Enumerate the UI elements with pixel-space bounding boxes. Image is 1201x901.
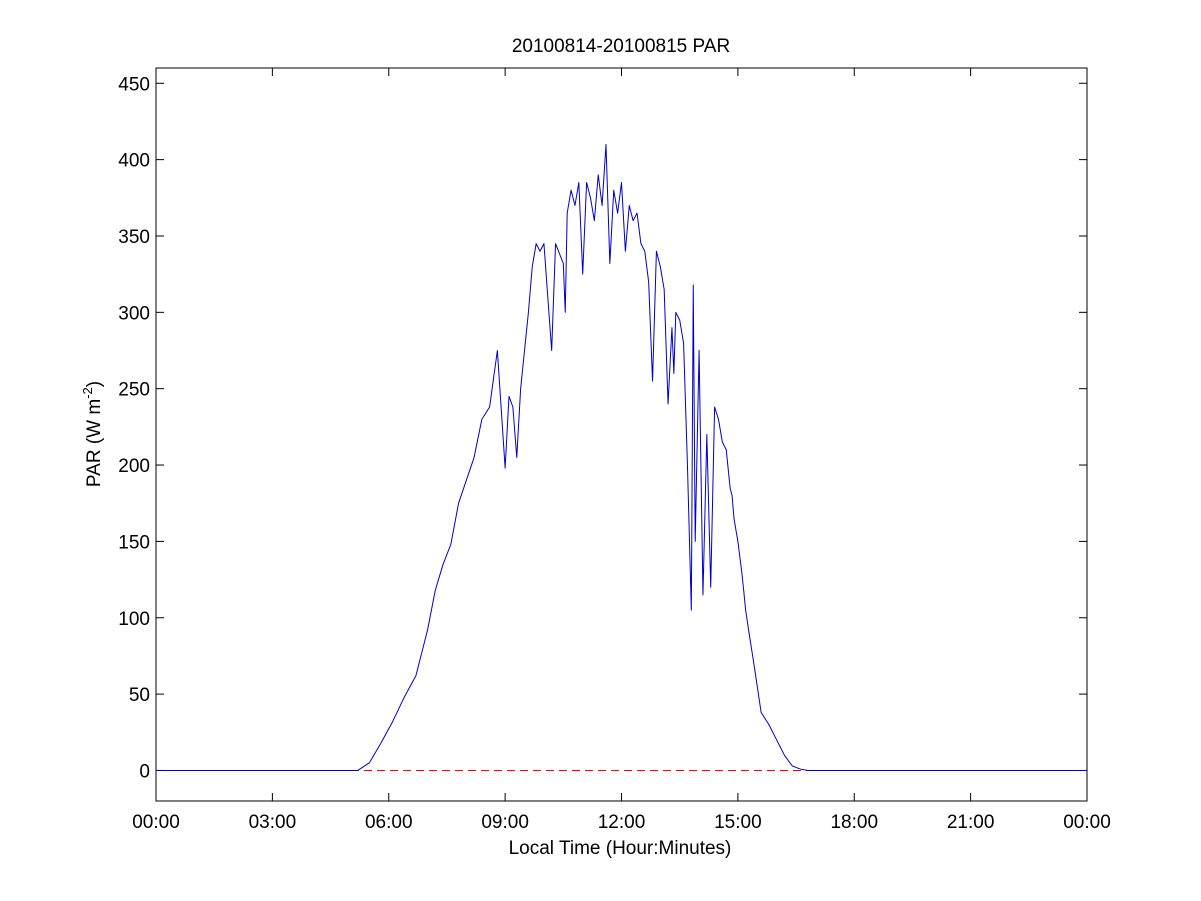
y-tick-label: 250: [118, 380, 150, 401]
chart-title: 20100814-20100815 PAR: [512, 36, 730, 57]
x-tick-label: 09:00: [481, 812, 529, 833]
axis-ticks: [155, 68, 1088, 801]
y-tick-label: 100: [118, 609, 150, 630]
x-tick-label: 15:00: [714, 812, 762, 833]
y-tick-label: 450: [118, 74, 150, 95]
x-tick-labels: 00:00 03:00 06:00 09:00 12:00 15:00 18:00 21:00…: [132, 812, 1111, 833]
plot-frame: [155, 67, 1088, 802]
series-layer: [156, 143, 1087, 771]
y-tick-labels: 0 50 100 150 200 250 300 350 400 450: [118, 74, 150, 782]
y-axis-label-exponent: -2: [80, 387, 95, 399]
x-tick-label: 00:00: [1063, 812, 1111, 833]
x-tick-label: 00:00: [132, 812, 180, 833]
y-tick-label: 400: [118, 151, 150, 172]
y-axis-label: PAR (W m-2): [80, 381, 105, 487]
par-series-line: [156, 143, 1087, 771]
x-tick-label: 12:00: [598, 812, 646, 833]
x-tick-label: 03:00: [249, 812, 297, 833]
y-tick-label: 0: [139, 761, 150, 782]
x-tick-label: 06:00: [365, 812, 413, 833]
x-tick-label: 21:00: [947, 812, 995, 833]
y-tick-label: 200: [118, 456, 150, 477]
y-tick-label: 300: [118, 303, 150, 324]
y-tick-label: 50: [129, 685, 150, 706]
y-tick-label: 150: [118, 532, 150, 553]
y-axis-label-main: PAR (W m: [84, 399, 105, 487]
y-axis-label-close: ): [84, 381, 105, 387]
x-tick-label: 18:00: [830, 812, 878, 833]
y-tick-label: 350: [118, 227, 150, 248]
x-axis-label: Local Time (Hour:Minutes): [509, 838, 732, 859]
